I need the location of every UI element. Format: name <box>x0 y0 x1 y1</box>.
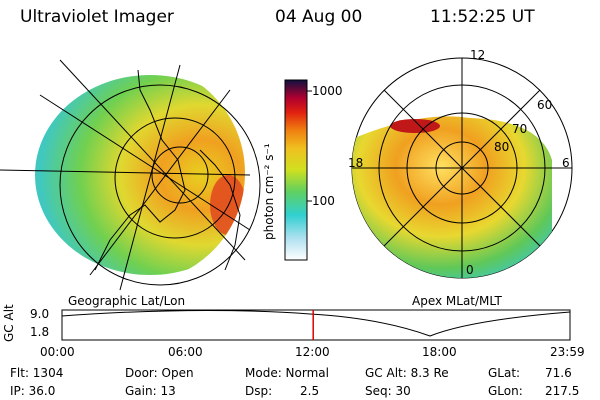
lat-label-60: 60 <box>537 98 553 112</box>
xtick-1200: 12:00 <box>295 345 330 359</box>
glat-value: 71.6 <box>545 366 572 380</box>
colorbar-tick-100: 100 <box>312 194 335 208</box>
altitude-ytick-1.8: 1.8 <box>30 325 50 339</box>
glon-label: GLon: <box>488 384 523 398</box>
left-panel-title: Geographic Lat/Lon <box>68 294 186 308</box>
right-panel-title: Apex MLat/MLT <box>412 294 502 308</box>
gc-altitude: GC Alt: 8.3 Re <box>365 366 449 380</box>
xtick-1800: 18:00 <box>422 345 457 359</box>
dsp-label: Dsp: <box>245 384 273 398</box>
altitude-ytick-9: 9.0 <box>30 307 50 321</box>
ip-value: IP: 36.0 <box>10 384 56 398</box>
colorbar-unit-label: photon cm⁻² s⁻¹ <box>262 143 276 240</box>
altitude-frame <box>61 309 571 341</box>
time-label: 11:52:25 UT <box>430 7 535 27</box>
instrument-title: Ultraviolet Imager <box>20 7 174 27</box>
altitude-ylabel: GC Alt <box>2 304 16 342</box>
colorbar <box>284 79 308 261</box>
xtick-2359: 23:59 <box>550 345 585 359</box>
glon-value: 217.5 <box>545 384 580 398</box>
lat-label-70: 70 <box>512 122 528 136</box>
flight-number: Flt: 1304 <box>10 366 64 380</box>
colorbar-tick-1000: 1000 <box>312 84 343 98</box>
date-label: 04 Aug 00 <box>275 7 363 27</box>
mlt-label-18: 18 <box>348 156 364 170</box>
gain-value: Gain: 13 <box>125 384 176 398</box>
mode-value: Mode: Normal <box>245 366 329 380</box>
glat-label: GLat: <box>488 366 521 380</box>
door-status: Door: Open <box>125 366 194 380</box>
sequence-number: Seq: 30 <box>365 384 411 398</box>
mlt-label-6: 6 <box>562 156 570 170</box>
mlt-label-12: 12 <box>470 48 486 62</box>
dsp-value: 2.5 <box>300 384 320 398</box>
xtick-0000: 00:00 <box>40 345 75 359</box>
xtick-0600: 06:00 <box>168 345 203 359</box>
mlt-label-0: 0 <box>466 263 474 277</box>
lat-label-80: 80 <box>494 140 510 154</box>
